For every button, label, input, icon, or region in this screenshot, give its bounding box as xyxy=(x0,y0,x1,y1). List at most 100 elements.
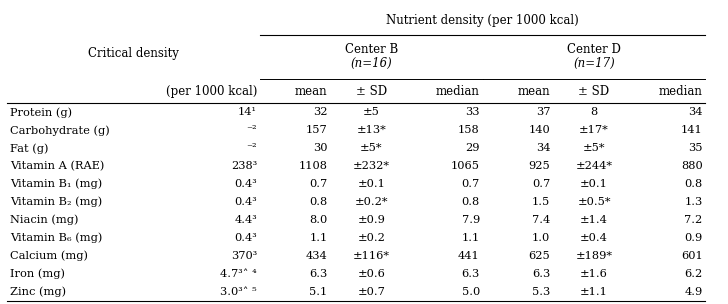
Text: 158: 158 xyxy=(458,125,480,135)
Text: 880: 880 xyxy=(681,161,703,171)
Text: 6.3: 6.3 xyxy=(309,269,328,279)
Text: ± SD: ± SD xyxy=(579,85,609,98)
Text: mean: mean xyxy=(518,85,550,98)
Text: 5.0: 5.0 xyxy=(462,287,480,297)
Text: ±0.2: ±0.2 xyxy=(357,233,385,243)
Text: Center B: Center B xyxy=(344,43,398,56)
Text: 29: 29 xyxy=(465,143,480,153)
Text: 601: 601 xyxy=(681,251,703,261)
Text: ±1.6: ±1.6 xyxy=(580,269,608,279)
Text: 625: 625 xyxy=(529,251,550,261)
Text: ±244*: ±244* xyxy=(576,161,612,171)
Text: 1.0: 1.0 xyxy=(532,233,550,243)
Text: Vitamin B₆ (mg): Vitamin B₆ (mg) xyxy=(10,233,103,244)
Text: Zinc (mg): Zinc (mg) xyxy=(10,287,66,297)
Text: ±0.7: ±0.7 xyxy=(357,287,385,297)
Text: 157: 157 xyxy=(306,125,328,135)
Text: ±1.4: ±1.4 xyxy=(580,215,608,225)
Text: 1.1: 1.1 xyxy=(462,233,480,243)
Text: ±5: ±5 xyxy=(363,107,380,117)
Text: 140: 140 xyxy=(529,125,550,135)
Text: 5.1: 5.1 xyxy=(309,287,328,297)
Text: Vitamin A (RAE): Vitamin A (RAE) xyxy=(10,161,105,171)
Text: Critical density: Critical density xyxy=(88,47,179,60)
Text: median: median xyxy=(659,85,703,98)
Text: 0.7: 0.7 xyxy=(462,179,480,189)
Text: 925: 925 xyxy=(529,161,550,171)
Text: Carbohydrate (g): Carbohydrate (g) xyxy=(10,125,110,136)
Text: 7.2: 7.2 xyxy=(684,215,703,225)
Text: 34: 34 xyxy=(536,143,550,153)
Text: 370³: 370³ xyxy=(231,251,257,261)
Text: 37: 37 xyxy=(536,107,550,117)
Text: 4.9: 4.9 xyxy=(684,287,703,297)
Text: Niacin (mg): Niacin (mg) xyxy=(10,215,79,225)
Text: 8.0: 8.0 xyxy=(309,215,328,225)
Text: 1.1: 1.1 xyxy=(309,233,328,243)
Text: Nutrient density (per 1000 kcal): Nutrient density (per 1000 kcal) xyxy=(387,14,579,27)
Text: ±116*: ±116* xyxy=(353,251,389,261)
Text: 0.4³: 0.4³ xyxy=(234,233,257,243)
Text: ±0.5*: ±0.5* xyxy=(577,197,611,207)
Text: ⁻²: ⁻² xyxy=(246,143,257,153)
Text: ±0.2*: ±0.2* xyxy=(355,197,388,207)
Text: 4.4³: 4.4³ xyxy=(234,215,257,225)
Text: 441: 441 xyxy=(458,251,480,261)
Text: 1.5: 1.5 xyxy=(532,197,550,207)
Text: 0.7: 0.7 xyxy=(532,179,550,189)
Text: (n=17): (n=17) xyxy=(573,57,615,70)
Text: 1108: 1108 xyxy=(298,161,328,171)
Text: 0.8: 0.8 xyxy=(462,197,480,207)
Text: 6.3: 6.3 xyxy=(462,269,480,279)
Text: 4.7³˄ ⁴: 4.7³˄ ⁴ xyxy=(221,269,257,279)
Text: mean: mean xyxy=(295,85,328,98)
Text: ±13*: ±13* xyxy=(357,125,386,135)
Text: 35: 35 xyxy=(688,143,703,153)
Text: 8: 8 xyxy=(590,107,598,117)
Text: 0.8: 0.8 xyxy=(309,197,328,207)
Text: 33: 33 xyxy=(465,107,480,117)
Text: 7.4: 7.4 xyxy=(532,215,550,225)
Text: ±5*: ±5* xyxy=(360,143,382,153)
Text: Protein (g): Protein (g) xyxy=(10,107,72,118)
Text: ±0.9: ±0.9 xyxy=(357,215,385,225)
Text: 34: 34 xyxy=(688,107,703,117)
Text: 14¹: 14¹ xyxy=(238,107,257,117)
Text: ±0.4: ±0.4 xyxy=(580,233,608,243)
Text: 32: 32 xyxy=(313,107,328,117)
Text: 1065: 1065 xyxy=(451,161,480,171)
Text: median: median xyxy=(436,85,480,98)
Text: 30: 30 xyxy=(313,143,328,153)
Text: 7.9: 7.9 xyxy=(462,215,480,225)
Text: ±0.6: ±0.6 xyxy=(357,269,385,279)
Text: 0.8: 0.8 xyxy=(684,179,703,189)
Text: ±5*: ±5* xyxy=(583,143,605,153)
Text: Calcium (mg): Calcium (mg) xyxy=(10,251,88,261)
Text: ⁻²: ⁻² xyxy=(246,125,257,135)
Text: 238³: 238³ xyxy=(231,161,257,171)
Text: Iron (mg): Iron (mg) xyxy=(10,269,66,279)
Text: Fat (g): Fat (g) xyxy=(10,143,49,154)
Text: (n=16): (n=16) xyxy=(350,57,392,70)
Text: ±232*: ±232* xyxy=(353,161,389,171)
Text: ±1.1: ±1.1 xyxy=(580,287,608,297)
Text: ±0.1: ±0.1 xyxy=(580,179,608,189)
Text: Vitamin B₁ (mg): Vitamin B₁ (mg) xyxy=(10,179,103,189)
Text: ±17*: ±17* xyxy=(579,125,609,135)
Text: 0.9: 0.9 xyxy=(684,233,703,243)
Text: 434: 434 xyxy=(306,251,328,261)
Text: 5.3: 5.3 xyxy=(532,287,550,297)
Text: 0.4³: 0.4³ xyxy=(234,179,257,189)
Text: 6.2: 6.2 xyxy=(684,269,703,279)
Text: ±0.1: ±0.1 xyxy=(357,179,385,189)
Text: ± SD: ± SD xyxy=(356,85,387,98)
Text: 3.0³˄ ⁵: 3.0³˄ ⁵ xyxy=(221,287,257,297)
Text: 0.7: 0.7 xyxy=(309,179,328,189)
Text: 141: 141 xyxy=(681,125,703,135)
Text: (per 1000 kcal): (per 1000 kcal) xyxy=(165,85,257,98)
Text: Vitamin B₂ (mg): Vitamin B₂ (mg) xyxy=(10,197,103,207)
Text: ±189*: ±189* xyxy=(576,251,612,261)
Text: 1.3: 1.3 xyxy=(684,197,703,207)
Text: 6.3: 6.3 xyxy=(532,269,550,279)
Text: Center D: Center D xyxy=(567,43,621,56)
